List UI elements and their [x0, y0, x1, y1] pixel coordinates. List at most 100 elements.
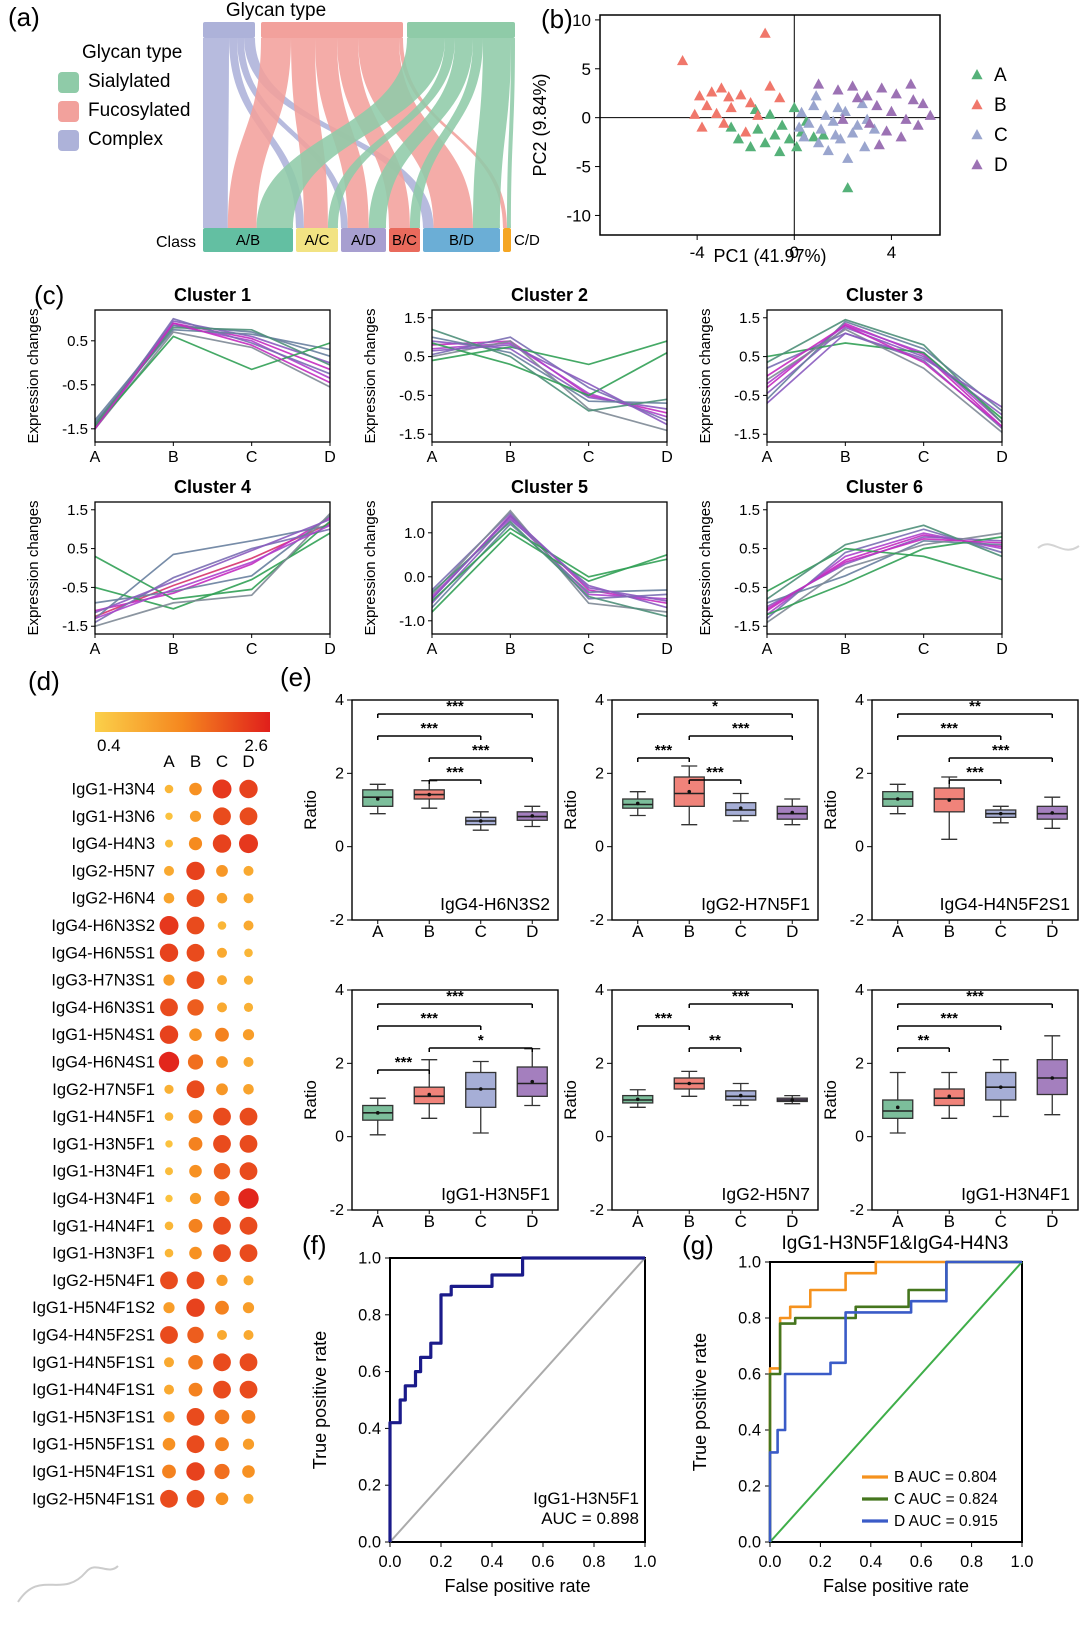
sankey-top-axis-title: Glycan type	[225, 0, 327, 21]
svg-text:***: ***	[446, 988, 464, 1005]
svg-text:D: D	[994, 155, 1008, 176]
svg-text:2: 2	[855, 1055, 864, 1072]
sialylated-swatch-icon	[58, 71, 79, 93]
svg-text:C: C	[216, 752, 228, 771]
svg-text:-2: -2	[330, 912, 344, 929]
svg-text:Ratio: Ratio	[301, 790, 320, 830]
svg-text:A: A	[372, 922, 384, 941]
svg-text:PC1 (41.97%): PC1 (41.97%)	[713, 246, 826, 266]
svg-text:-1.5: -1.5	[62, 618, 88, 635]
svg-text:C: C	[735, 922, 747, 941]
svg-text:0.2: 0.2	[809, 1553, 832, 1571]
svg-text:4: 4	[335, 982, 344, 999]
svg-text:B: B	[684, 1212, 695, 1231]
svg-text:1.5: 1.5	[67, 502, 88, 519]
svg-text:C: C	[918, 449, 930, 466]
roc-curve-multi: 0.00.0 0.2 0.2 0.4 0.4 0.6 0.6 0.8 0.8 1.0 1.0 Fals…	[690, 1254, 1033, 1597]
svg-text:0.4: 0.4	[738, 1422, 761, 1440]
glycan-type-legend: Glycan type Sialylated Fucosylated Compl…	[58, 42, 190, 151]
svg-text:0.8: 0.8	[358, 1306, 381, 1324]
svg-text:B: B	[684, 922, 695, 941]
fucosylated-label: Fucosylated	[88, 100, 191, 121]
svg-text:0.5: 0.5	[67, 333, 88, 350]
svg-text:D: D	[1046, 922, 1058, 941]
svg-text:C AUC = 0.824: C AUC = 0.824	[894, 1491, 998, 1508]
svg-text:0.5: 0.5	[739, 541, 760, 558]
svg-text:IgG1-H5N4F1S1: IgG1-H5N4F1S1	[32, 1463, 155, 1481]
svg-text:Ratio: Ratio	[821, 1080, 840, 1120]
svg-text:IgG4-H6N3S2: IgG4-H6N3S2	[440, 894, 550, 914]
svg-text:A: A	[892, 922, 904, 941]
svg-text:B: B	[424, 1212, 435, 1231]
svg-text:IgG3-H7N3S1: IgG3-H7N3S1	[51, 972, 155, 990]
svg-text:0: 0	[855, 839, 864, 856]
svg-text:***: ***	[940, 1010, 958, 1027]
svg-text:0.5: 0.5	[67, 541, 88, 558]
legend-item-fucosylated: Fucosylated	[58, 100, 190, 122]
svg-text:0.6: 0.6	[358, 1363, 381, 1381]
svg-text:A: A	[427, 641, 438, 658]
svg-text:5: 5	[582, 60, 591, 79]
glycan-legend-title: Glycan type	[82, 42, 183, 63]
svg-text:A: A	[90, 641, 101, 658]
svg-text:0.4: 0.4	[481, 1553, 504, 1571]
sialylated-label: Sialylated	[88, 71, 171, 92]
svg-text:D: D	[526, 1212, 538, 1231]
svg-text:C: C	[246, 641, 258, 658]
svg-text:B/C: B/C	[392, 232, 417, 249]
svg-text:C: C	[995, 1212, 1007, 1231]
svg-text:4: 4	[855, 982, 864, 999]
svg-text:0.0: 0.0	[759, 1553, 782, 1571]
svg-text:D: D	[526, 922, 538, 941]
svg-text:IgG1-H5N4F1S2: IgG1-H5N4F1S2	[32, 1299, 155, 1317]
svg-text:IgG1-H4N5F1: IgG1-H4N5F1	[52, 1108, 155, 1126]
svg-text:0: 0	[335, 839, 344, 856]
svg-text:***: ***	[706, 764, 724, 781]
svg-text:A: A	[163, 752, 175, 771]
svg-text:False positive rate: False positive rate	[823, 1576, 969, 1596]
svg-text:C: C	[475, 1212, 487, 1231]
svg-text:C: C	[994, 125, 1008, 146]
sankey-diagram: A/B A/C A/D B/C B/D C/D	[203, 22, 540, 252]
svg-text:0.5: 0.5	[404, 349, 425, 366]
svg-text:Expression changes: Expression changes	[697, 500, 714, 635]
svg-text:A: A	[892, 1212, 904, 1231]
svg-text:A: A	[632, 1212, 644, 1231]
fucosylated-swatch-icon	[58, 100, 79, 122]
svg-text:Expression changes: Expression changes	[362, 308, 379, 443]
svg-text:IgG4-H6N4S1: IgG4-H6N4S1	[51, 1054, 155, 1072]
svg-text:4: 4	[595, 982, 604, 999]
svg-text:IgG1-H5N5F1S1: IgG1-H5N5F1S1	[32, 1436, 155, 1454]
svg-text:Cluster 3: Cluster 3	[846, 285, 923, 305]
svg-text:IgG2-H7N5F1: IgG2-H7N5F1	[701, 894, 810, 914]
svg-text:*: *	[712, 698, 718, 715]
svg-text:-2: -2	[590, 912, 604, 929]
svg-text:A: A	[632, 922, 644, 941]
svg-text:Cluster 5: Cluster 5	[511, 477, 588, 497]
svg-text:A: A	[372, 1212, 384, 1231]
svg-text:IgG4-H6N3S1: IgG4-H6N3S1	[51, 999, 155, 1017]
svg-text:B: B	[944, 922, 955, 941]
svg-text:Expression changes: Expression changes	[25, 500, 42, 635]
svg-text:0.6: 0.6	[532, 1553, 555, 1571]
roc-multi-title: IgG1-H3N5F1&IgG4-H4N3	[781, 1233, 1009, 1254]
svg-text:IgG2-H6N4: IgG2-H6N4	[72, 890, 155, 908]
svg-text:0.4: 0.4	[358, 1420, 381, 1438]
svg-text:C/D: C/D	[514, 232, 540, 249]
svg-text:B: B	[424, 922, 435, 941]
svg-text:PC2 (9.84%): PC2 (9.84%)	[530, 73, 550, 176]
glycan-dot-heatmap: 0.4 2.6 A B C D IgG1-H3N4 IgG1-H3N6 IgG4-H4N3 IgG…	[32, 712, 270, 1508]
scan-artifact-bottom-left	[17, 1565, 119, 1603]
svg-text:Ratio: Ratio	[561, 790, 580, 830]
svg-text:C: C	[475, 922, 487, 941]
svg-text:IgG1-H4N5F1S1: IgG1-H4N5F1S1	[32, 1354, 155, 1372]
svg-text:D: D	[786, 1212, 798, 1231]
roc-curve-single: 0.00.0 0.2 0.2 0.4 0.4 0.6 0.6 0.8 0.8 1.0 1.0 Fals…	[310, 1250, 656, 1597]
svg-text:D: D	[661, 641, 673, 658]
svg-text:IgG4-H4N5F2S1: IgG4-H4N5F2S1	[940, 894, 1070, 914]
svg-text:Cluster 4: Cluster 4	[174, 477, 251, 497]
svg-text:A: A	[427, 449, 438, 466]
svg-text:0: 0	[582, 109, 591, 128]
sankey-class-axis-label: Class	[155, 234, 196, 251]
